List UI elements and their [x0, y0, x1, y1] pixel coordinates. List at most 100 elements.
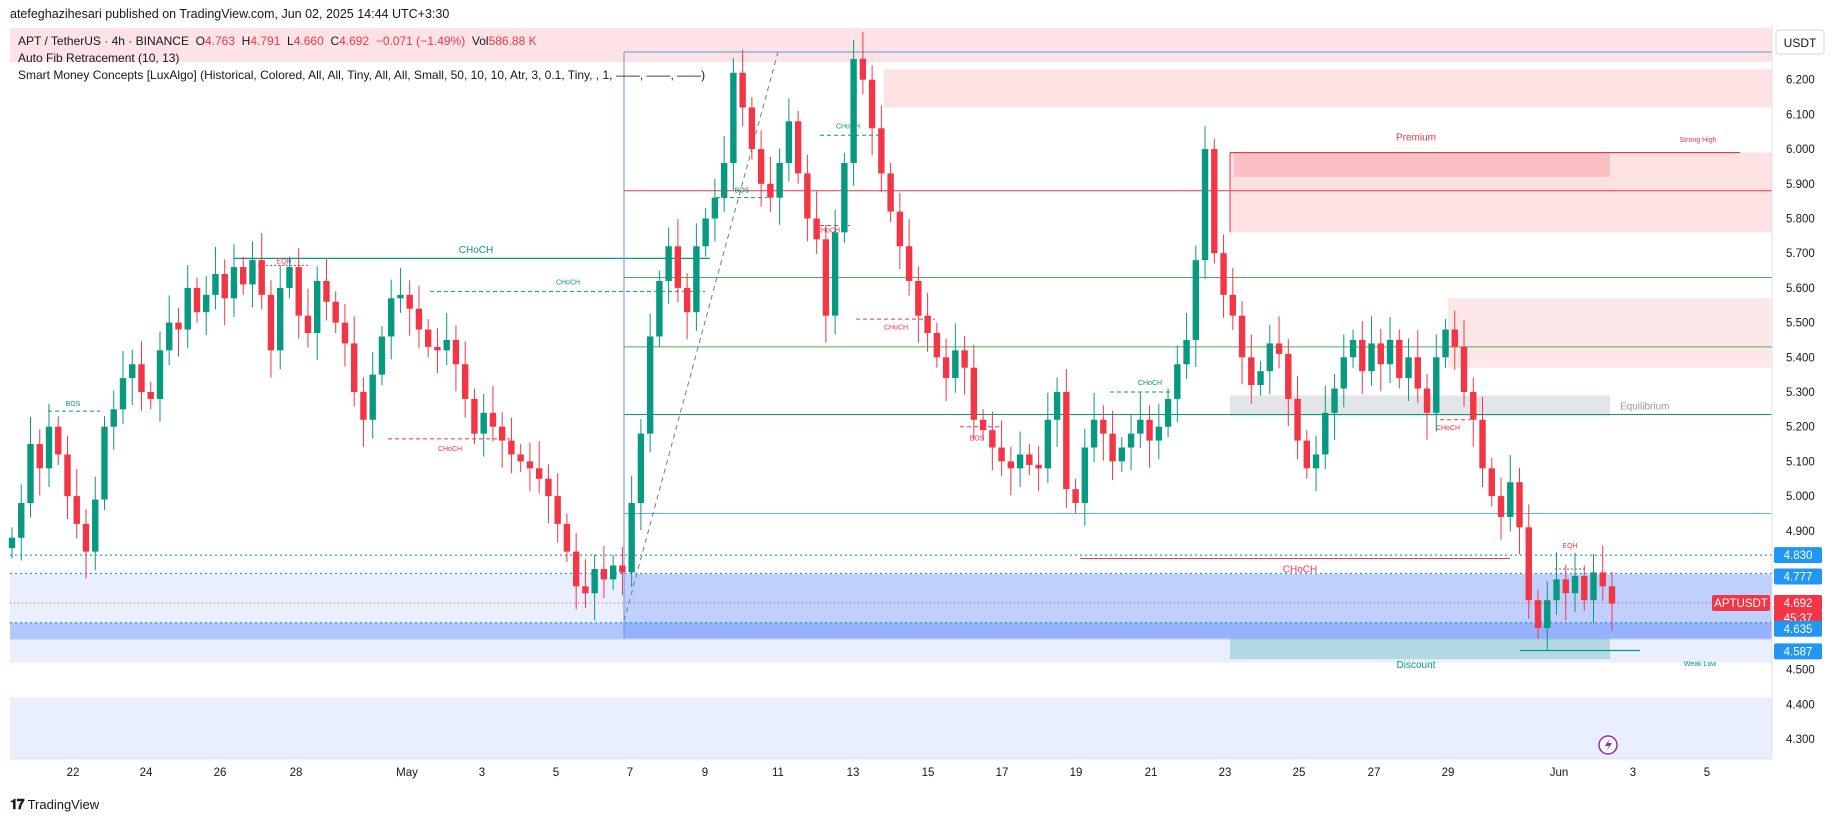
time-tick-label: 22: [67, 767, 80, 779]
candle-body: [656, 280, 663, 337]
candle-body: [452, 339, 460, 365]
close-value: 4.692: [339, 34, 370, 48]
price-tick-label: 5.600: [1786, 283, 1815, 295]
price-label-4777-bg: [1774, 568, 1822, 585]
price-tick-label: 5.400: [1786, 352, 1815, 364]
candle-body: [804, 173, 811, 219]
currency-button[interactable]: [1775, 29, 1825, 55]
time-tick-label: 26: [214, 767, 227, 779]
candle-body: [64, 454, 71, 497]
price-label-4587-bg: [1774, 643, 1822, 660]
candle-body: [1377, 343, 1384, 365]
price-tick-label: 5.200: [1786, 422, 1815, 434]
candle-body: [1275, 343, 1283, 354]
choch-red-right-label: CHoCH: [1436, 425, 1460, 432]
candle-body: [1137, 419, 1144, 434]
candle-body: [230, 267, 238, 299]
candle-body: [961, 350, 968, 368]
candle-body: [702, 218, 709, 247]
supply-zone-upper: [884, 69, 1772, 108]
candle-body: [720, 162, 728, 198]
volume-value: 586.88 K: [488, 34, 537, 48]
discount-zone-low: [10, 697, 1772, 760]
candle-body: [55, 426, 62, 455]
candle-body: [942, 357, 950, 379]
candle-body: [831, 232, 839, 316]
candle-body: [1516, 482, 1523, 528]
candle-body: [1460, 346, 1468, 392]
candle-body: [748, 107, 756, 150]
price-label-4635-bg: [1774, 620, 1822, 637]
candles: [8, 31, 1616, 651]
candle-body: [1201, 149, 1209, 261]
choch-red-mid-label: CHoCH: [884, 325, 908, 332]
candle-body: [36, 444, 43, 469]
symbol-price-tag-bg: [1712, 594, 1770, 611]
candle-body: [424, 329, 432, 347]
candle-body: [508, 440, 515, 455]
candle-body: [905, 246, 913, 281]
candle-body: [1414, 357, 1421, 389]
symbol-title[interactable]: APT / TetherUS · 4h · BINANCE: [18, 34, 189, 48]
candle-body: [1497, 496, 1505, 517]
candle-body: [619, 565, 626, 573]
candle-body: [221, 274, 228, 299]
candle-body: [92, 499, 99, 552]
candle-body: [18, 503, 25, 538]
time-tick-label: 13: [847, 767, 860, 779]
footer-brand-label: TradingView: [27, 797, 100, 812]
time-axis[interactable]: 22 24 26 28 May 3 5 7 9 11 13 15 17 19 21 23 25 27 29 Jun 3 5: [67, 767, 1711, 779]
eqh-right-label: EQH: [1562, 543, 1577, 550]
candle-body: [1331, 388, 1338, 413]
candle-body: [1090, 419, 1098, 448]
price-tick-label: 5.700: [1786, 248, 1815, 260]
price-axis[interactable]: 6.200 6.100 6.000 5.900 5.800 5.700 5.600 5.500…: [1786, 75, 1815, 746]
candle-body: [184, 287, 191, 330]
lightning-icon[interactable]: [1598, 735, 1618, 755]
indicator-fib[interactable]: Auto Fib Retracement (10, 13): [18, 51, 180, 65]
discount-zone-wide: [10, 574, 1772, 663]
candle-body: [1349, 339, 1357, 358]
price-tick-label: 5.100: [1786, 456, 1815, 468]
choch-red-top-label: CHoCH: [816, 227, 840, 234]
candle-body: [369, 374, 376, 420]
candle-body: [1396, 339, 1403, 379]
candle-body: [1164, 398, 1172, 427]
time-tick-label: 28: [290, 767, 303, 779]
candle-body: [378, 336, 386, 375]
candle-body: [212, 274, 219, 295]
candle-body: [1442, 329, 1449, 358]
time-tick-label: Jun: [1550, 767, 1569, 779]
price-tick-label: 5.000: [1786, 491, 1815, 503]
candle-body: [314, 280, 321, 334]
price-tick-label: 6.000: [1786, 144, 1815, 156]
candle-body: [1433, 357, 1440, 413]
candle-body: [1118, 447, 1126, 462]
candle-body: [813, 218, 820, 240]
candle-body: [406, 294, 413, 309]
candle-body: [147, 392, 154, 399]
chart-legend: APT / TetherUS · 4h · BINANCE O4.763 H4.…: [18, 33, 705, 84]
time-tick-label: 29: [1442, 767, 1455, 779]
indicator-smc[interactable]: Smart Money Concepts [LuxAlgo] (Historic…: [18, 68, 706, 82]
candle-body: [517, 454, 524, 462]
candle-body: [628, 503, 635, 573]
candle-body: [1026, 454, 1033, 465]
candle-body: [1238, 315, 1246, 358]
order-block-bottom: [1230, 638, 1610, 660]
price-chart[interactable]: Premium Strong High Equilibrium Discount Wea…: [0, 24, 1835, 790]
footer-brand[interactable]: 𝟏𝟕 TradingView: [10, 796, 99, 813]
candle-body: [350, 343, 358, 392]
price-tick-label: 4.900: [1786, 526, 1815, 538]
candle-body: [489, 412, 497, 427]
candle-body: [933, 333, 941, 358]
time-tick-label: 19: [1070, 767, 1083, 779]
time-tick-label: 5: [553, 767, 559, 779]
price-tick-label: 4.300: [1786, 734, 1815, 746]
candle-body: [868, 79, 876, 129]
candle-body: [1035, 464, 1042, 469]
candle-body: [1303, 440, 1310, 469]
candle-body: [822, 239, 830, 316]
candle-body: [591, 568, 598, 594]
price-tick-label: 5.900: [1786, 179, 1815, 191]
